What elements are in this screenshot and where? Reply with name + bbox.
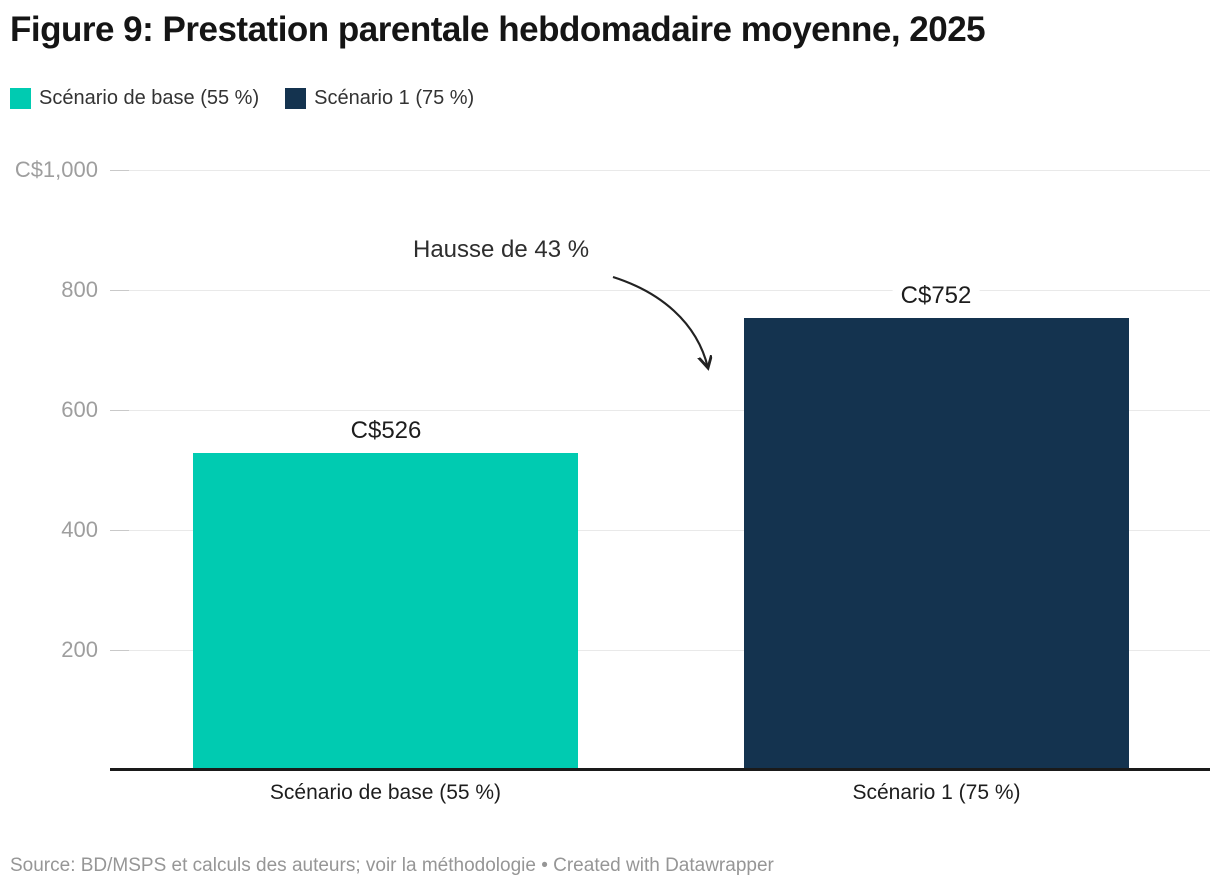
bar-scenario-base xyxy=(193,453,578,768)
value-label-base: C$526 xyxy=(342,416,430,446)
legend-swatch-teal xyxy=(10,88,31,109)
x-axis-label-base: Scénario de base (55 %) xyxy=(269,781,502,804)
legend-item-scenario1: Scénario 1 (75 %) xyxy=(285,87,474,110)
y-axis-tick-label: 400 xyxy=(61,517,98,542)
y-axis-tick-label: C$1,000 xyxy=(14,157,98,182)
y-axis-tick-label: 200 xyxy=(61,637,98,662)
x-axis-baseline xyxy=(110,768,1210,771)
value-label-scenario-1: C$752 xyxy=(892,281,980,311)
gridline-200 xyxy=(110,650,1210,651)
x-axis-label-scenario-1: Scénario 1 (75 %) xyxy=(852,781,1021,804)
curved-arrow-icon xyxy=(612,275,730,392)
y-axis-tick-label: 600 xyxy=(61,397,98,422)
gridline-600 xyxy=(110,410,1210,411)
gridline-800 xyxy=(110,290,1210,291)
legend-label: Scénario 1 (75 %) xyxy=(314,87,475,109)
source-line: Source: BD/MSPS et calculs des auteurs; … xyxy=(10,855,774,876)
legend-label: Scénario de base (55 %) xyxy=(39,87,260,109)
annotation-text: Hausse de 43 % xyxy=(413,236,590,263)
legend: Scénario de base (55 %) Scénario 1 (75 %… xyxy=(10,87,474,110)
page-title: Figure 9: Prestation parentale hebdomada… xyxy=(10,10,986,49)
y-axis-tick-label: 800 xyxy=(61,277,98,302)
legend-item-base: Scénario de base (55 %) xyxy=(10,87,259,110)
gridline-400 xyxy=(110,530,1210,531)
gridline-1000 xyxy=(110,170,1210,171)
bar-scenario-1 xyxy=(744,318,1129,768)
legend-swatch-navy xyxy=(285,88,307,109)
